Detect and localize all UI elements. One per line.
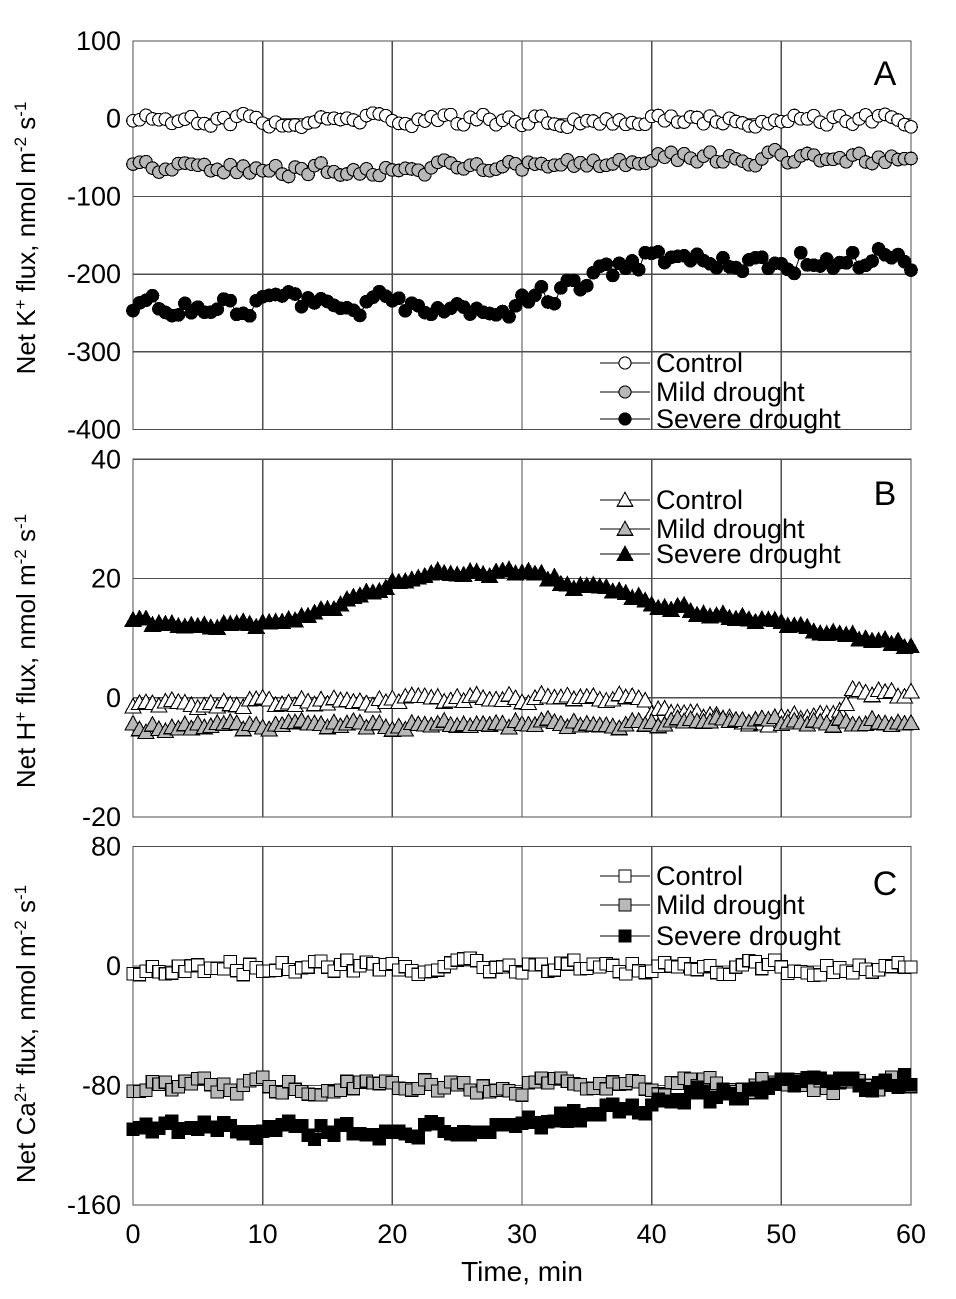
svg-text:0: 0 bbox=[106, 951, 121, 981]
svg-text:-300: -300 bbox=[67, 337, 121, 367]
svg-text:Control: Control bbox=[656, 861, 743, 891]
svg-text:0: 0 bbox=[106, 104, 121, 134]
svg-text:10: 10 bbox=[248, 1219, 278, 1249]
svg-text:Severe drought: Severe drought bbox=[656, 539, 841, 569]
svg-text:Mild drought: Mild drought bbox=[656, 377, 805, 407]
svg-text:Control: Control bbox=[656, 348, 743, 378]
svg-text:80: 80 bbox=[91, 832, 121, 862]
svg-text:-200: -200 bbox=[67, 259, 121, 289]
svg-text:B: B bbox=[874, 475, 897, 513]
svg-text:-160: -160 bbox=[67, 1190, 121, 1220]
svg-text:A: A bbox=[874, 55, 897, 93]
svg-text:0: 0 bbox=[125, 1219, 140, 1249]
svg-text:Mild drought: Mild drought bbox=[656, 890, 805, 920]
svg-text:-80: -80 bbox=[82, 1071, 121, 1101]
svg-text:20: 20 bbox=[377, 1219, 407, 1249]
svg-text:Time, min: Time, min bbox=[461, 1256, 583, 1287]
svg-text:40: 40 bbox=[637, 1219, 667, 1249]
svg-text:0: 0 bbox=[106, 683, 121, 713]
svg-text:-100: -100 bbox=[67, 181, 121, 211]
svg-text:Severe drought: Severe drought bbox=[656, 404, 841, 434]
svg-text:Severe drought: Severe drought bbox=[656, 921, 841, 951]
svg-text:Control: Control bbox=[656, 485, 743, 515]
svg-text:-400: -400 bbox=[67, 415, 121, 445]
svg-text:C: C bbox=[873, 865, 898, 903]
svg-text:100: 100 bbox=[76, 26, 121, 56]
svg-text:50: 50 bbox=[766, 1219, 796, 1249]
svg-text:60: 60 bbox=[896, 1219, 926, 1249]
svg-text:40: 40 bbox=[91, 444, 121, 474]
svg-text:20: 20 bbox=[91, 564, 121, 594]
svg-text:30: 30 bbox=[507, 1219, 537, 1249]
svg-text:-20: -20 bbox=[82, 802, 121, 832]
